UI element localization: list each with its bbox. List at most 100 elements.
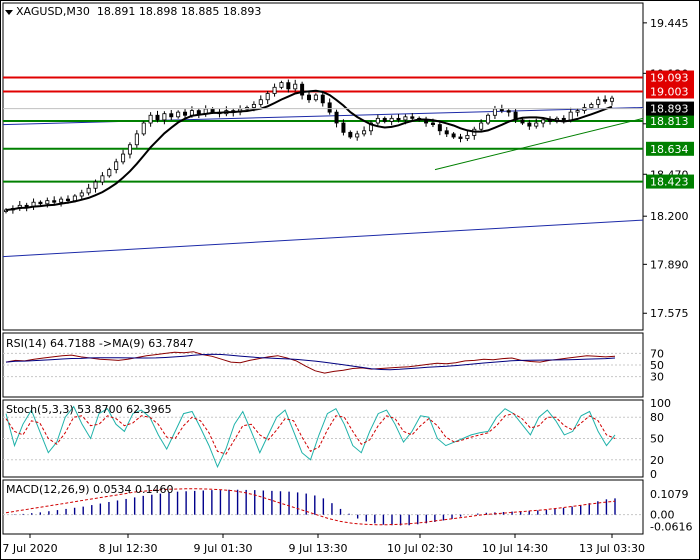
candle	[107, 169, 112, 177]
candle	[93, 181, 98, 189]
rsi-pane-title: RSI(14) 64.7188 ->MA(9) 63.7847	[6, 337, 194, 350]
macd-tick-label: -0.0616	[650, 521, 692, 534]
candle	[251, 103, 256, 108]
candle	[59, 198, 64, 203]
candle	[162, 113, 167, 121]
candle	[279, 82, 284, 88]
candle	[313, 94, 318, 101]
candle	[596, 99, 601, 105]
candle	[396, 117, 401, 121]
candle	[348, 131, 353, 138]
candle	[458, 136, 463, 139]
candle	[527, 122, 532, 127]
stoch-tick-label: 100	[650, 397, 671, 410]
timeframe-label: M30	[66, 5, 90, 18]
x-tick-label: 10 Jul 14:30	[482, 542, 548, 555]
pane-border-main	[2, 2, 644, 331]
current-price-label: 18.893	[650, 103, 689, 116]
candle	[100, 175, 105, 183]
macd-signal-line	[5, 488, 616, 526]
candle	[265, 93, 270, 101]
dropdown-triangle-icon[interactable]	[5, 9, 13, 15]
candle	[155, 114, 160, 121]
trend-line-upper	[2, 106, 644, 126]
candle	[451, 133, 456, 138]
rsi-tick-label: 50	[650, 359, 664, 372]
price-level-label: 19.093	[650, 72, 689, 85]
support-trend-line	[434, 117, 644, 171]
y-tick-label: 17.575	[650, 307, 689, 320]
price-level-label: 18.813	[650, 115, 689, 128]
candle	[320, 94, 325, 104]
candle	[465, 135, 470, 139]
stoch-d-line	[5, 413, 616, 455]
candle	[403, 116, 408, 121]
candle	[479, 122, 484, 130]
rsi-tick-label: 30	[650, 371, 664, 384]
moving-average-line	[5, 89, 613, 211]
x-tick-label: 8 Jul 12:30	[99, 542, 158, 555]
price-level-label: 18.423	[650, 176, 689, 189]
x-tick-label: 9 Jul 13:30	[289, 542, 348, 555]
stoch-tick-label: 0	[650, 468, 657, 481]
candle	[45, 200, 50, 205]
candle	[410, 116, 415, 119]
candle	[492, 108, 497, 116]
candle	[86, 187, 91, 194]
candle	[300, 83, 305, 96]
price-level-tag	[646, 174, 694, 189]
stoch-tick-label: 80	[650, 411, 664, 424]
candle	[382, 117, 387, 122]
candle	[176, 111, 181, 118]
candle	[38, 201, 43, 205]
candle	[121, 153, 126, 163]
candle	[148, 114, 153, 124]
trend-line-lower	[2, 219, 644, 258]
candle	[437, 124, 442, 132]
candle	[183, 111, 188, 116]
candle	[72, 195, 77, 202]
symbol-label: XAGUSD	[16, 5, 63, 18]
candle	[541, 119, 546, 124]
stoch-tick-label: 50	[650, 433, 664, 446]
candle	[534, 122, 539, 127]
candle	[293, 83, 298, 90]
candle	[444, 130, 449, 135]
macd-pane-title: MACD(12,26,9) 0.0534 0.1460	[6, 483, 174, 496]
candle	[52, 200, 57, 203]
stoch-pane-title: Stoch(5,3,3) 53.8700 62.3965	[6, 403, 172, 416]
candle	[189, 110, 194, 116]
candle	[568, 111, 573, 121]
candle	[114, 161, 119, 171]
candle	[286, 82, 291, 90]
candle	[341, 122, 346, 133]
candle	[362, 130, 367, 135]
candle	[134, 133, 139, 146]
candle	[486, 114, 491, 124]
price-level-tag	[646, 114, 694, 129]
price-level-tag	[646, 141, 694, 156]
candle	[141, 122, 146, 135]
candle	[603, 99, 608, 102]
x-tick-label: 7 Jul 2020	[2, 542, 57, 555]
candle	[355, 133, 360, 138]
candle	[610, 97, 615, 102]
candle	[334, 111, 339, 124]
x-tick-label: 13 Jul 03:30	[579, 542, 645, 555]
ohlc-values: 18.891 18.898 18.885 18.893	[96, 5, 262, 18]
current-price-tag	[646, 101, 694, 116]
candle	[210, 108, 215, 113]
candle	[65, 198, 70, 202]
candle	[169, 113, 174, 118]
candle	[306, 94, 311, 101]
stoch-tick-label: 20	[650, 454, 664, 467]
y-tick-label: 17.890	[650, 258, 689, 271]
candle	[79, 192, 84, 197]
candle	[589, 103, 594, 108]
y-tick-label: 19.445	[650, 17, 689, 30]
price-level-tag	[646, 84, 694, 99]
rsi-line	[5, 351, 616, 374]
